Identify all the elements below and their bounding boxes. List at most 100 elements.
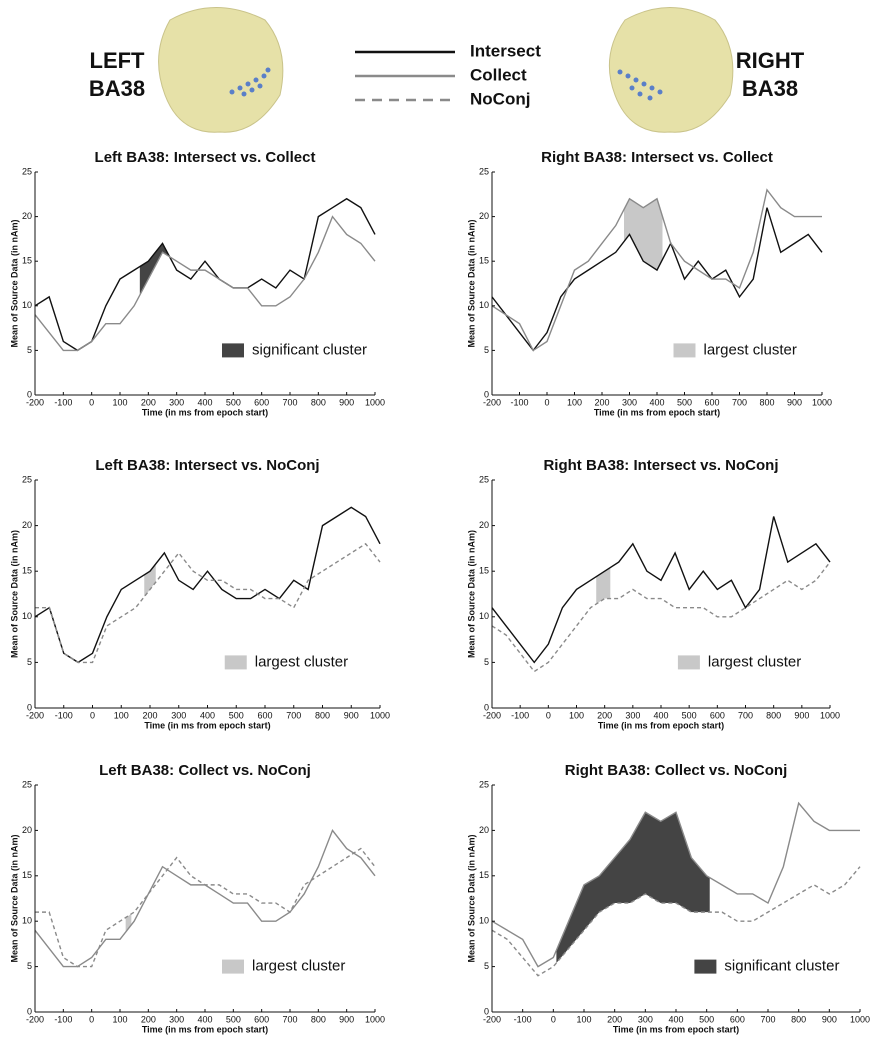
cluster-label: significant cluster [724, 958, 839, 975]
y-tick-label: 15 [22, 256, 32, 266]
chart: Right BA38: Intersect vs. NoConj 0 5 10 15 20… [466, 457, 840, 730]
y-tick-label: 5 [27, 657, 32, 667]
x-tick-label: 900 [339, 1014, 354, 1024]
x-tick-label: 1000 [365, 397, 385, 407]
x-tick-label: 200 [142, 710, 157, 720]
left-label: BA38 [89, 76, 145, 101]
legend: Intersect Collect NoConj [355, 41, 541, 108]
y-tick-label: 25 [22, 779, 32, 789]
chart-title: Right BA38: Collect vs. NoConj [565, 762, 788, 779]
cluster-region [125, 913, 132, 933]
x-tick-label: -100 [511, 710, 529, 720]
x-tick-label: -200 [26, 397, 44, 407]
y-tick-label: 5 [484, 345, 489, 355]
cluster-region [139, 243, 169, 296]
left-label: LEFT [90, 48, 146, 73]
chart-title: Right BA38: Intersect vs. Collect [541, 149, 773, 166]
cluster-label: largest cluster [252, 958, 345, 975]
x-tick-label: 400 [653, 710, 668, 720]
y-axis-label: Mean of Source Data (in nAm) [9, 530, 19, 658]
y-tick-label: 20 [479, 825, 489, 835]
series-line [34, 215, 376, 352]
y-axis-label: Mean of Source Data (in nAm) [9, 834, 19, 962]
chart: Left BA38: Intersect vs. NoConj 0 5 10 15 20 2… [9, 457, 390, 730]
cluster-label: largest cluster [255, 653, 348, 670]
x-tick-label: 100 [114, 710, 129, 720]
x-tick-label: -100 [55, 710, 73, 720]
y-tick-label: 15 [22, 566, 32, 576]
x-tick-label: 700 [760, 1014, 775, 1024]
x-tick-label: 200 [141, 1014, 156, 1024]
chart-title: Left BA38: Intersect vs. Collect [95, 149, 316, 166]
y-tick-label: 15 [479, 256, 489, 266]
left-brain [158, 7, 284, 133]
y-tick-label: 20 [22, 825, 32, 835]
cluster-label: largest cluster [708, 653, 801, 670]
y-tick-label: 20 [479, 520, 489, 530]
x-tick-label: 0 [546, 710, 551, 720]
chart-title: Right BA38: Intersect vs. NoConj [543, 457, 778, 474]
cluster-swatch [222, 343, 244, 358]
series-line [491, 207, 823, 352]
cluster-swatch [694, 959, 717, 974]
x-tick-label: 300 [638, 1014, 653, 1024]
x-tick-label: 600 [254, 397, 269, 407]
x-tick-label: 400 [668, 1014, 683, 1024]
x-tick-label: -100 [54, 1014, 72, 1024]
x-tick-label: 0 [89, 397, 94, 407]
x-tick-label: 100 [112, 1014, 127, 1024]
x-tick-label: 200 [141, 397, 156, 407]
y-axis-label: Mean of Source Data (in nAm) [9, 219, 19, 347]
y-tick-label: 10 [479, 611, 489, 621]
x-tick-label: 600 [254, 1014, 269, 1024]
y-axis-label: Mean of Source Data (in nAm) [466, 219, 476, 347]
y-tick-label: 10 [479, 916, 489, 926]
series-line [35, 542, 381, 664]
cluster-region [144, 563, 156, 597]
x-tick-label: 1000 [850, 1014, 870, 1024]
series-line [491, 516, 831, 664]
x-tick-label: 200 [607, 1014, 622, 1024]
series-line [491, 188, 822, 352]
x-tick-label: 0 [89, 1014, 94, 1024]
y-tick-label: 10 [22, 611, 32, 621]
series-line [34, 828, 376, 968]
x-tick-label: 600 [704, 397, 719, 407]
x-tick-label: 500 [226, 397, 241, 407]
x-tick-label: 900 [787, 397, 802, 407]
x-tick-label: 100 [569, 710, 584, 720]
x-tick-label: 800 [759, 397, 774, 407]
cluster-label: significant cluster [252, 341, 367, 358]
chart: Right BA38: Intersect vs. Collect 0 5 10 15 2… [466, 149, 832, 417]
x-tick-label: 800 [766, 710, 781, 720]
x-axis-label: Time (in ms from epoch start) [598, 720, 724, 730]
x-axis-label: Time (in ms from epoch start) [144, 720, 270, 730]
right-label: BA38 [742, 76, 798, 101]
y-tick-label: 25 [479, 474, 489, 484]
x-tick-label: 500 [229, 710, 244, 720]
y-tick-label: 10 [22, 916, 32, 926]
y-tick-label: 0 [484, 702, 489, 712]
y-tick-label: 5 [484, 657, 489, 667]
series-line [491, 561, 831, 673]
chart-title: Left BA38: Collect vs. NoConj [99, 762, 311, 779]
cluster-label: largest cluster [704, 341, 797, 358]
chart: Right BA38: Collect vs. NoConj 0 5 10 15 20 25… [466, 762, 870, 1034]
x-tick-label: 500 [226, 1014, 241, 1024]
y-tick-label: 5 [27, 961, 32, 971]
x-tick-label: -100 [54, 397, 72, 407]
x-tick-label: 0 [544, 397, 549, 407]
x-tick-label: 400 [649, 397, 664, 407]
cluster-swatch [673, 343, 696, 358]
x-tick-label: 800 [315, 710, 330, 720]
x-tick-label: 900 [339, 397, 354, 407]
x-axis-label: Time (in ms from epoch start) [142, 1024, 268, 1034]
y-tick-label: 10 [22, 300, 32, 310]
x-tick-label: -100 [510, 397, 528, 407]
series-line [34, 197, 376, 352]
x-tick-label: -200 [483, 397, 501, 407]
x-tick-label: -100 [514, 1014, 532, 1024]
x-tick-label: 0 [90, 710, 95, 720]
y-tick-label: 0 [27, 702, 32, 712]
x-tick-label: 300 [169, 1014, 184, 1024]
